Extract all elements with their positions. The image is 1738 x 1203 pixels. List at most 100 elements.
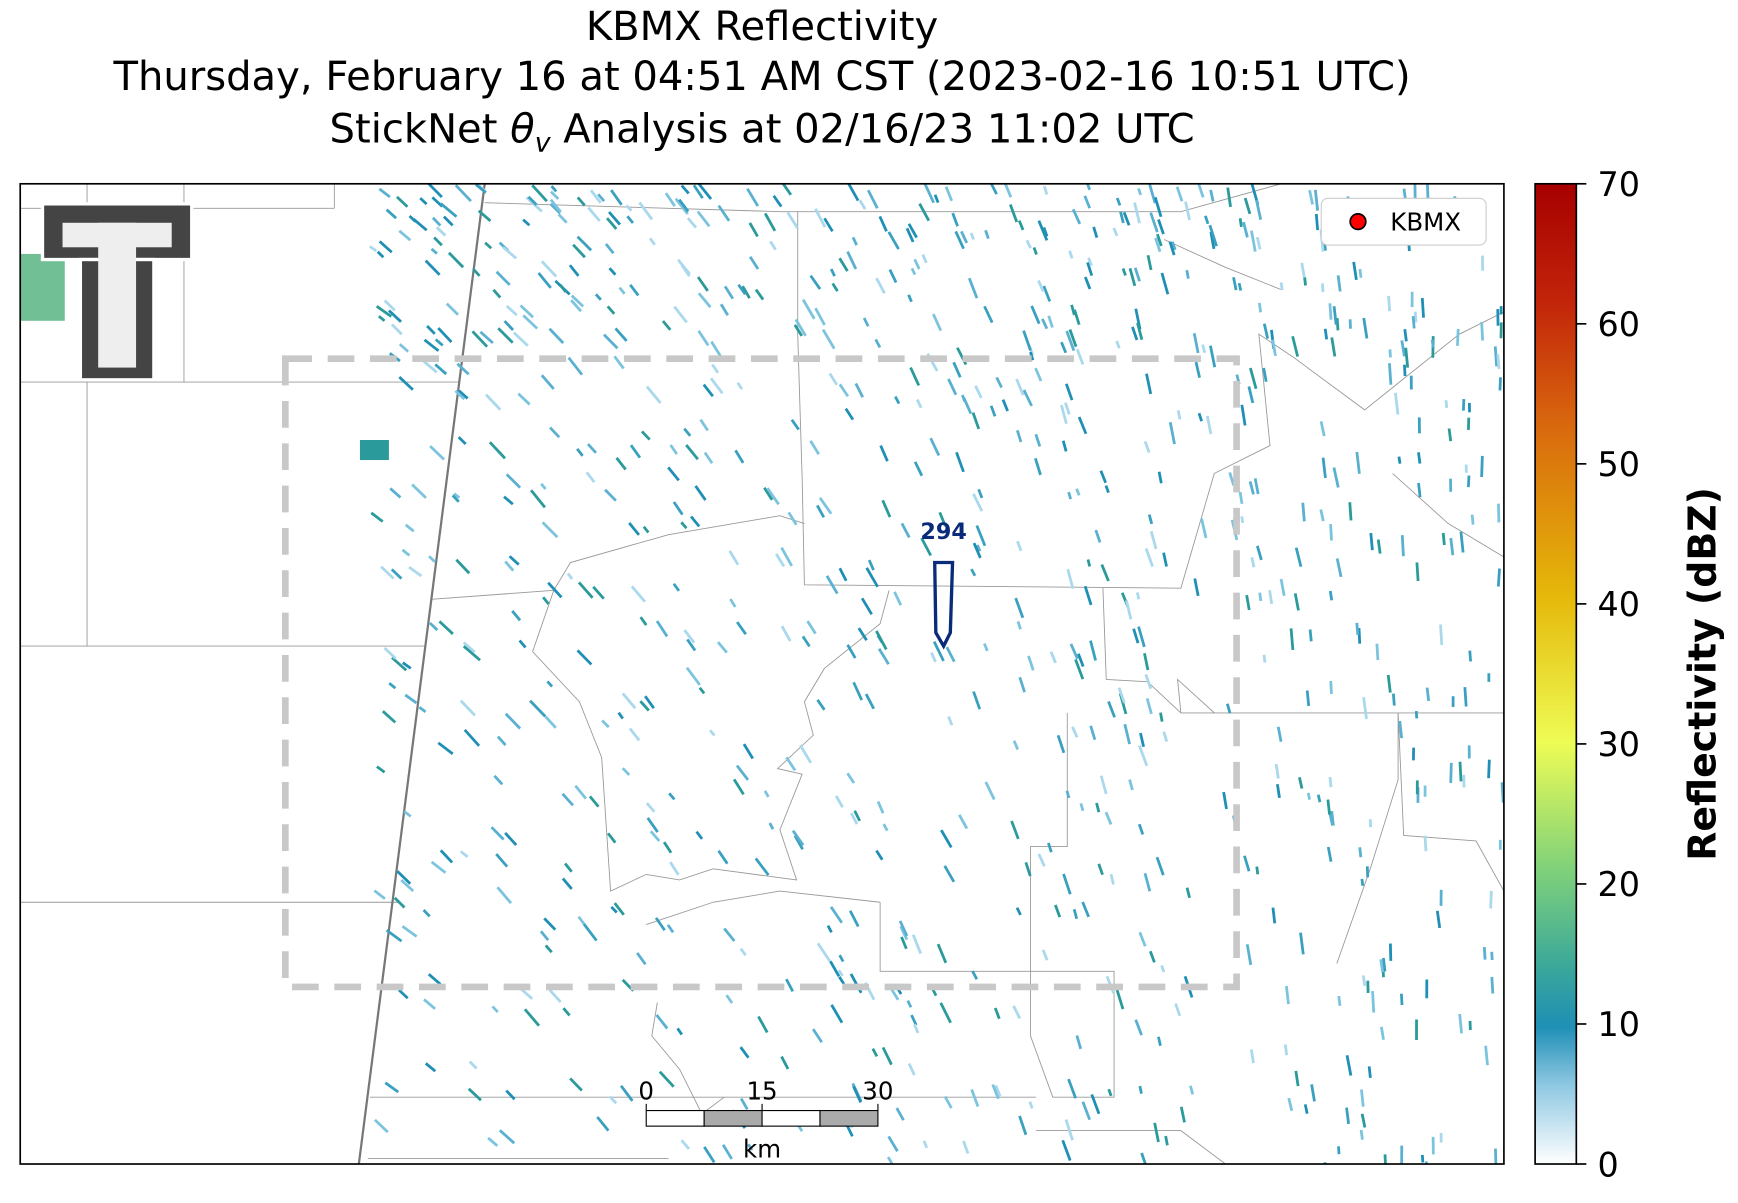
radar-echo	[895, 1107, 905, 1121]
radar-echo	[1157, 1036, 1162, 1047]
radar-echo	[614, 327, 628, 342]
radar-echo	[838, 383, 850, 398]
scale-tick-label: 30	[862, 1076, 893, 1105]
radar-echo	[1092, 226, 1099, 239]
radar-echo	[875, 849, 884, 861]
radar-echo	[439, 202, 458, 218]
radar-echo	[1189, 1085, 1195, 1095]
radar-echo	[909, 366, 921, 387]
radar-echo	[1083, 276, 1092, 290]
radar-echo	[543, 917, 557, 931]
radar-echo	[373, 889, 386, 900]
radar-echo	[504, 712, 522, 730]
radar-echo	[608, 1095, 618, 1105]
radar-echo	[1362, 697, 1368, 720]
radar-echo	[785, 978, 795, 993]
radar-echo	[1451, 696, 1455, 707]
radar-echo	[882, 823, 889, 832]
radar-echo	[1293, 593, 1300, 611]
radar-echo	[940, 829, 953, 849]
radar-echo	[589, 189, 602, 204]
radar-echo	[989, 183, 998, 195]
colorbar-label: Reflectivity (dBZ)	[1681, 487, 1725, 861]
radar-echo	[1490, 951, 1494, 961]
radar-echo	[672, 501, 684, 516]
radar-echo	[484, 241, 493, 250]
radar-echo	[972, 542, 982, 559]
radar-echo	[1498, 377, 1502, 391]
radar-echo	[1271, 907, 1277, 924]
radar-echo	[496, 735, 507, 747]
radar-echo	[955, 451, 965, 473]
radar-echo	[887, 1135, 899, 1152]
radar-echo	[1383, 1154, 1388, 1165]
radar-echo	[1398, 720, 1404, 739]
radar-echo	[1083, 195, 1091, 209]
radar-echo	[831, 282, 839, 292]
radar-echo	[457, 436, 467, 445]
radar-echo	[809, 274, 822, 290]
radar-echo	[655, 620, 669, 638]
radar-echo	[1168, 422, 1176, 445]
radar-echo	[849, 812, 859, 825]
colorbar-tick-label: 50	[1597, 445, 1640, 484]
radar-echo	[438, 620, 454, 635]
radar-echo	[1328, 776, 1333, 788]
radar-echo	[923, 183, 935, 204]
radar-echo	[400, 879, 415, 893]
radar-echo	[1037, 853, 1046, 867]
radar-echo	[1079, 803, 1085, 812]
radar-echo	[1185, 269, 1190, 279]
radar-echo	[549, 198, 562, 213]
radar-echo	[1060, 341, 1068, 354]
radar-echo	[492, 288, 502, 299]
radar-echo	[1065, 383, 1074, 401]
radar-echo	[1462, 399, 1466, 411]
radar-echo	[1017, 220, 1025, 231]
radar-echo	[945, 646, 956, 663]
colorbar-tick-label: 0	[1597, 1145, 1618, 1184]
radar-echo	[947, 378, 958, 396]
radar-echo	[741, 285, 751, 299]
radar-echo	[621, 692, 637, 710]
radar-echo	[1077, 653, 1085, 667]
radar-echo	[1131, 326, 1139, 341]
radar-echo	[1014, 597, 1025, 619]
radar-echo	[866, 189, 879, 209]
radar-echo	[1030, 305, 1041, 325]
radar-echo	[1041, 949, 1049, 961]
radar-echo	[630, 585, 647, 603]
radar-echo	[1255, 199, 1263, 221]
radar-echo	[544, 715, 557, 729]
scale-segment	[645, 1109, 705, 1127]
radar-echo	[401, 548, 411, 557]
radar-echo	[1144, 674, 1153, 690]
radar-echo	[1143, 440, 1151, 454]
radar-echo	[1352, 261, 1358, 281]
radar-echo	[1049, 651, 1057, 664]
radar-echo	[424, 259, 441, 276]
radar-echo	[1458, 1013, 1463, 1034]
radar-echo	[1366, 980, 1370, 993]
radar-echo	[1464, 464, 1468, 473]
radar-echo	[830, 1004, 844, 1024]
radar-echo	[838, 567, 848, 582]
radar-echo	[772, 194, 783, 208]
radar-echo	[1061, 440, 1068, 452]
radar-echo	[459, 699, 476, 717]
radar-echo	[664, 192, 676, 207]
radar-echo	[628, 522, 641, 536]
radar-echo	[816, 504, 826, 519]
radar-echo	[549, 426, 561, 439]
contour-label: 294	[920, 519, 966, 545]
radar-echo	[1032, 247, 1038, 256]
radar-echo	[570, 294, 585, 308]
radar-echo	[993, 1007, 1001, 1020]
radar-echo	[548, 988, 562, 1003]
radar-echo	[846, 250, 858, 270]
radar-echo	[1480, 455, 1484, 478]
scale-segment	[761, 1109, 821, 1127]
radar-echo	[562, 1007, 571, 1017]
radar-echo	[605, 217, 618, 230]
radar-echo	[468, 1060, 478, 1070]
